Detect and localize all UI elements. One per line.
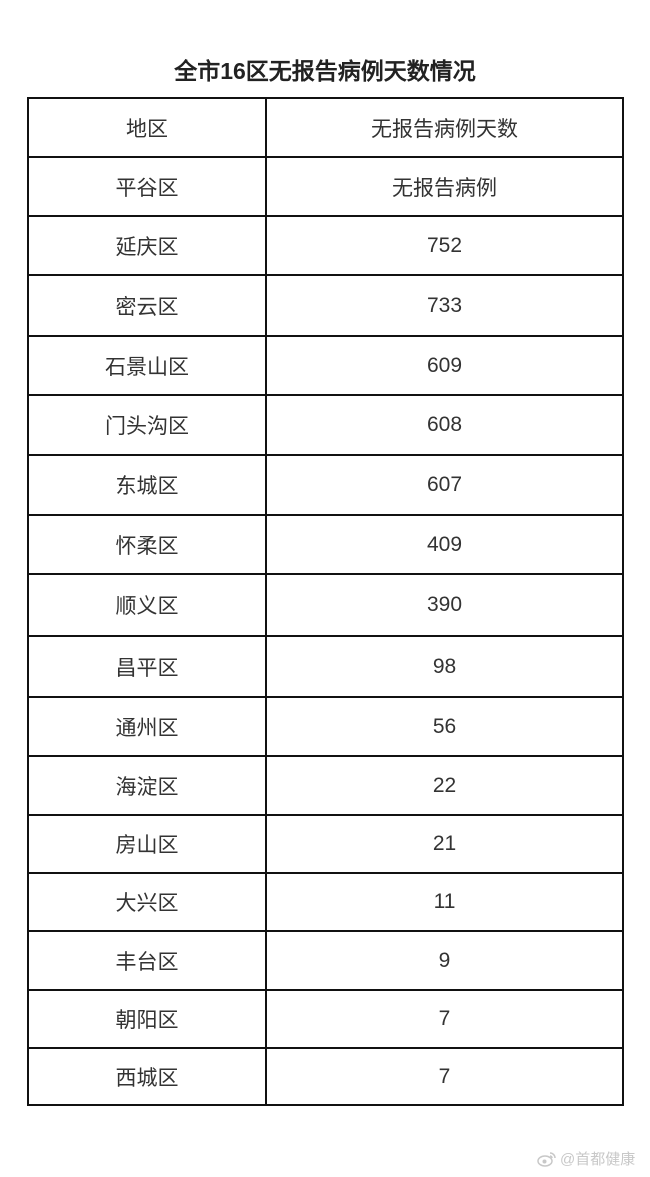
table-row: 朝阳区 7 [27, 989, 624, 1049]
days-cell: 22 [265, 755, 624, 816]
district-cell: 西城区 [27, 1047, 267, 1106]
district-cell: 房山区 [27, 814, 267, 874]
table-row: 海淀区 22 [27, 755, 624, 816]
days-cell: 7 [265, 989, 624, 1049]
table-row: 石景山区 609 [27, 335, 624, 396]
header-days: 无报告病例天数 [265, 97, 624, 158]
table-row: 大兴区 11 [27, 872, 624, 932]
watermark: @首都健康 [537, 1148, 635, 1169]
days-cell: 733 [265, 274, 624, 337]
district-cell: 石景山区 [27, 335, 267, 396]
table-row: 顺义区 390 [27, 573, 624, 637]
page-title: 全市16区无报告病例天数情况 [174, 58, 476, 84]
table-row: 西城区 7 [27, 1047, 624, 1106]
days-cell: 390 [265, 573, 624, 637]
district-cell: 门头沟区 [27, 394, 267, 456]
table-header-row: 地区 无报告病例天数 [27, 97, 624, 158]
table-row: 延庆区 752 [27, 215, 624, 276]
district-cell: 海淀区 [27, 755, 267, 816]
watermark-text: @首都健康 [560, 1151, 636, 1168]
days-cell: 409 [265, 514, 624, 575]
table-row: 怀柔区 409 [27, 514, 624, 575]
district-cell: 顺义区 [27, 573, 267, 637]
district-cell: 密云区 [27, 274, 267, 337]
district-cell: 通州区 [27, 696, 267, 757]
table-row: 东城区 607 [27, 454, 624, 516]
district-cell: 丰台区 [27, 930, 267, 991]
table-row: 平谷区 无报告病例 [27, 156, 624, 217]
header-district: 地区 [27, 97, 267, 158]
table-row: 丰台区 9 [27, 930, 624, 991]
district-cell: 朝阳区 [27, 989, 267, 1049]
table-row: 昌平区 98 [27, 635, 624, 698]
district-cell: 怀柔区 [27, 514, 267, 575]
table-row: 房山区 21 [27, 814, 624, 874]
district-cell: 大兴区 [27, 872, 267, 932]
days-cell: 9 [265, 930, 624, 991]
district-cell: 东城区 [27, 454, 267, 516]
district-cell: 平谷区 [27, 156, 267, 217]
weibo-icon [537, 1151, 556, 1167]
days-cell: 752 [265, 215, 624, 276]
days-cell: 无报告病例 [265, 156, 624, 217]
days-cell: 21 [265, 814, 624, 874]
days-cell: 56 [265, 696, 624, 757]
district-cell: 延庆区 [27, 215, 267, 276]
table-row: 密云区 733 [27, 274, 624, 337]
days-cell: 7 [265, 1047, 624, 1106]
no-case-days-table: 地区 无报告病例天数 平谷区 无报告病例 延庆区 752 密云区 733 石景山区 609 门头… [27, 97, 624, 1106]
table-row: 门头沟区 608 [27, 394, 624, 456]
district-cell: 昌平区 [27, 635, 267, 698]
days-cell: 11 [265, 872, 624, 932]
days-cell: 607 [265, 454, 624, 516]
days-cell: 608 [265, 394, 624, 456]
table-row: 通州区 56 [27, 696, 624, 757]
days-cell: 98 [265, 635, 624, 698]
days-cell: 609 [265, 335, 624, 396]
